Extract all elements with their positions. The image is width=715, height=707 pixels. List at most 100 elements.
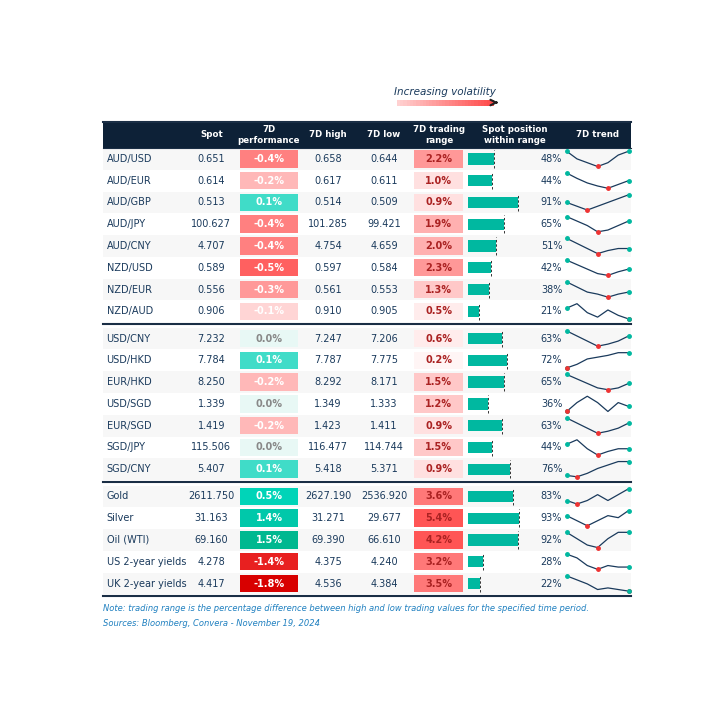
Bar [475,100,478,105]
Bar [103,508,631,529]
Bar [103,300,631,322]
Bar [439,100,443,105]
Text: 5.371: 5.371 [370,464,398,474]
Text: 7D
performance: 7D performance [237,125,300,145]
Text: US 2-year yields: US 2-year yields [107,556,186,567]
Text: 48%: 48% [541,154,562,164]
Text: 4.707: 4.707 [197,241,225,251]
Text: 0.9%: 0.9% [425,197,453,207]
Text: 1.2%: 1.2% [425,399,453,409]
Text: 3.5%: 3.5% [425,578,453,588]
Text: 65%: 65% [541,219,562,229]
Text: EUR/HKD: EUR/HKD [107,377,152,387]
Bar [240,395,297,413]
Text: 31.163: 31.163 [194,513,228,523]
Text: EUR/SGD: EUR/SGD [107,421,151,431]
Text: 0.5%: 0.5% [425,306,453,316]
Text: 116.477: 116.477 [308,443,348,452]
Text: 1.4%: 1.4% [255,513,282,523]
Text: 3.2%: 3.2% [425,556,453,567]
Bar [484,100,488,105]
Bar [468,197,518,208]
Bar [240,488,297,505]
Text: NZD/EUR: NZD/EUR [107,284,152,295]
Bar [415,351,463,369]
Text: 4.659: 4.659 [370,241,398,251]
Bar [468,578,480,589]
Bar [103,436,631,458]
Text: -0.5%: -0.5% [253,263,285,273]
Bar [426,100,430,105]
Bar [468,355,508,366]
Text: 2.0%: 2.0% [425,241,453,251]
Text: 7.784: 7.784 [197,356,225,366]
Text: 51%: 51% [541,241,562,251]
Text: 7D low: 7D low [368,130,400,139]
Bar [103,148,631,170]
Text: 28%: 28% [541,556,562,567]
Bar [468,534,518,546]
Text: 36%: 36% [541,399,562,409]
Text: NZD/USD: NZD/USD [107,263,152,273]
Bar [488,100,491,105]
Text: 1.3%: 1.3% [425,284,453,295]
Bar [240,303,297,320]
Text: 0.905: 0.905 [370,306,398,316]
Bar [468,333,503,344]
Text: -0.4%: -0.4% [253,219,285,229]
Bar [103,235,631,257]
Text: 8.292: 8.292 [314,377,342,387]
Text: 69.390: 69.390 [311,535,345,545]
Bar [240,575,297,592]
Text: 63%: 63% [541,334,562,344]
Bar [400,100,404,105]
Bar [468,464,510,475]
Text: 69.160: 69.160 [194,535,228,545]
Text: 2611.750: 2611.750 [188,491,235,501]
Text: 0.910: 0.910 [314,306,342,316]
Text: 1.333: 1.333 [370,399,398,409]
Text: 8.171: 8.171 [370,377,398,387]
Text: 0.9%: 0.9% [425,464,453,474]
Bar [416,100,420,105]
Bar [103,122,631,148]
Bar [490,100,495,105]
Bar [468,513,519,524]
Text: Spot: Spot [200,130,223,139]
Text: 1.0%: 1.0% [425,175,453,186]
Bar [415,531,463,549]
Text: 5.4%: 5.4% [425,513,453,523]
Bar [435,100,440,105]
Text: 0.1%: 0.1% [255,197,282,207]
Text: SGD/JPY: SGD/JPY [107,443,146,452]
Text: 1.9%: 1.9% [425,219,453,229]
Bar [478,100,481,105]
Text: 7.787: 7.787 [314,356,342,366]
Text: 99.421: 99.421 [368,219,401,229]
Text: 3.6%: 3.6% [425,491,453,501]
Bar [415,395,463,413]
Bar [433,100,436,105]
Text: 0.614: 0.614 [197,175,225,186]
Text: 4.417: 4.417 [197,578,225,588]
Bar [410,100,414,105]
Text: -0.3%: -0.3% [253,284,285,295]
Text: 0.509: 0.509 [370,197,398,207]
Text: 93%: 93% [541,513,562,523]
Bar [448,100,453,105]
Text: 1.423: 1.423 [314,421,342,431]
Text: 38%: 38% [541,284,562,295]
Text: AUD/GBP: AUD/GBP [107,197,152,207]
Bar [415,439,463,456]
Bar [458,100,462,105]
Text: 1.339: 1.339 [197,399,225,409]
Bar [240,150,297,168]
Text: 29.677: 29.677 [367,513,401,523]
Bar [103,279,631,300]
Text: -1.8%: -1.8% [253,578,285,588]
Bar [103,349,631,371]
Text: 4.375: 4.375 [314,556,342,567]
Text: 7D trend: 7D trend [576,130,619,139]
Text: 0.556: 0.556 [197,284,225,295]
Text: 0.644: 0.644 [370,154,398,164]
